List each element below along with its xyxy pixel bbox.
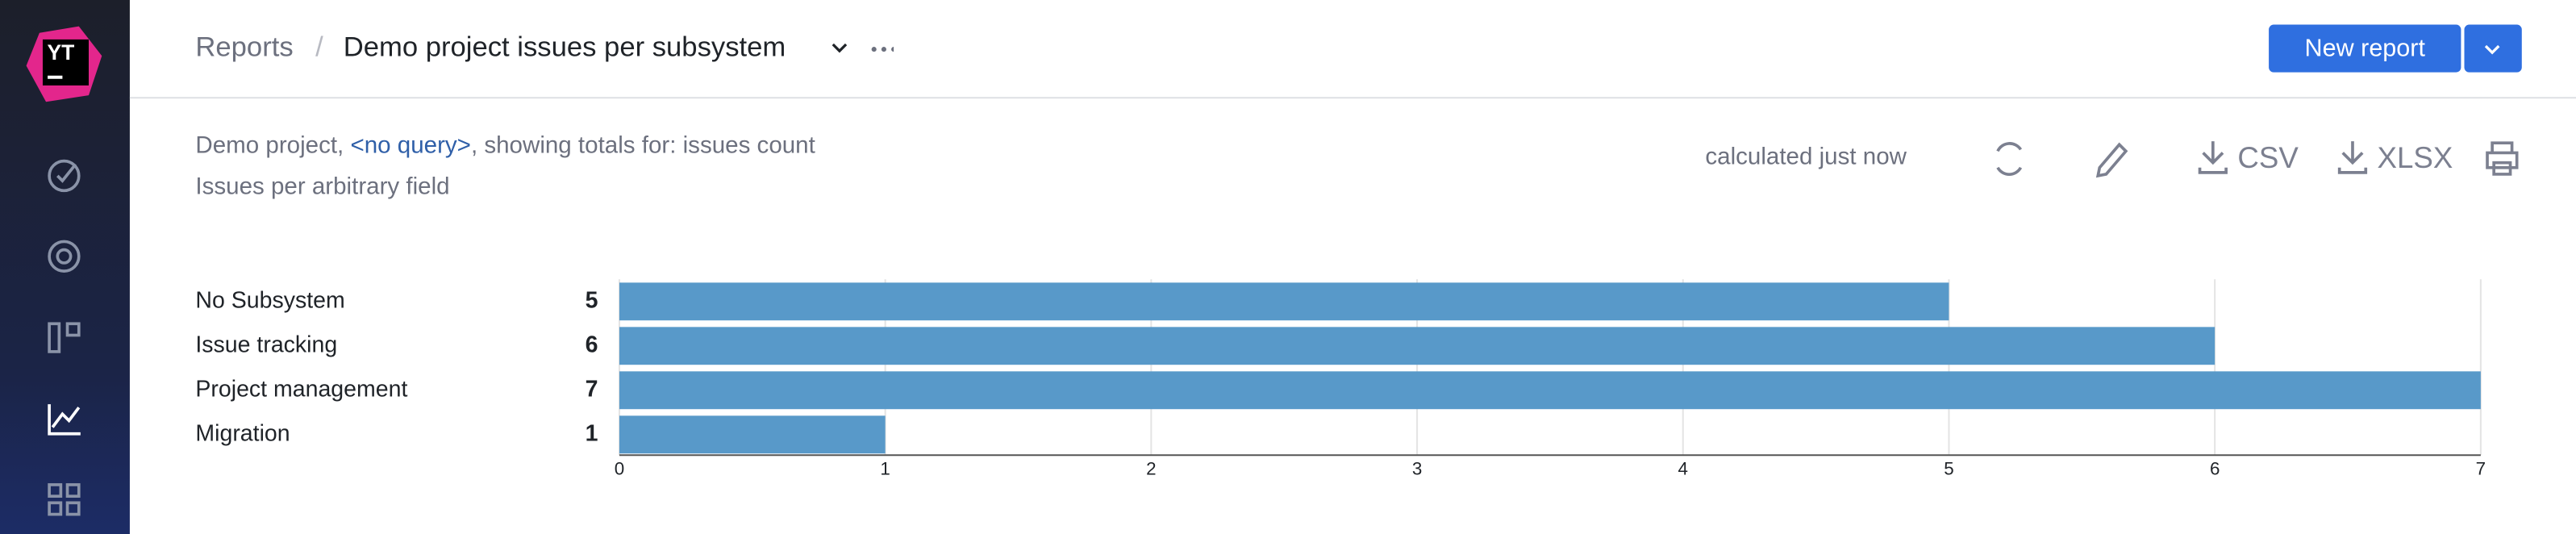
sidebar-icons: YT <box>26 26 102 516</box>
value-label: 1 <box>586 420 598 446</box>
nav-apps-d <box>65 501 81 516</box>
sidebar: YT <box>0 0 130 534</box>
nav-reports-line <box>51 407 81 428</box>
bar <box>619 282 1949 321</box>
value-label: 5 <box>586 287 598 313</box>
nav-icons <box>48 159 81 516</box>
x-tick-label: 1 <box>880 459 890 479</box>
xlsx-button[interactable]: XLSX <box>2377 141 2453 174</box>
bar <box>619 371 2481 410</box>
breadcrumb-current[interactable]: Demo project issues per subsystem <box>343 31 786 63</box>
bar <box>619 327 2215 365</box>
report-subtitle: Issues per arbitrary field <box>195 173 450 201</box>
nav-issues-check <box>56 163 77 183</box>
new-report-menu[interactable] <box>2464 24 2522 73</box>
category-label: Project management <box>195 376 407 402</box>
nav-issues[interactable] <box>48 159 81 193</box>
csv-button[interactable]: CSV <box>2237 141 2299 174</box>
xlsx-download-icon[interactable] <box>2337 141 2368 174</box>
x-tick-label: 5 <box>1944 459 1953 479</box>
print-icon[interactable] <box>2486 141 2519 176</box>
csv-download-icon[interactable] <box>2198 141 2228 174</box>
nav-apps-b <box>65 483 81 499</box>
more-dot[interactable] <box>871 47 877 52</box>
x-tick-label: 2 <box>1146 459 1156 479</box>
nav-boards[interactable] <box>48 322 61 353</box>
nav-boards-b <box>65 322 81 337</box>
title-controls <box>832 43 894 53</box>
breadcrumb-parent[interactable]: Reports <box>195 31 294 63</box>
breadcrumb-separator: / <box>315 31 323 63</box>
totals-text: , showing totals for: issues count <box>470 132 815 160</box>
logo-text: YT <box>47 40 74 65</box>
x-tick-label: 3 <box>1412 459 1422 479</box>
nav-apps-c <box>48 501 63 516</box>
nav-reports-axis[interactable] <box>48 404 81 436</box>
toolbar-icons <box>1996 141 2519 178</box>
new-report-button[interactable]: New report <box>2269 24 2461 73</box>
bar <box>619 415 886 454</box>
x-tick-label: 7 <box>2476 459 2486 479</box>
chevron <box>2484 44 2500 55</box>
category-label: Migration <box>195 420 290 446</box>
query-link[interactable]: <no query> <box>350 132 471 160</box>
query-line: Demo project, <no query>, showing totals… <box>195 133 815 160</box>
edit-icon[interactable] <box>2095 142 2128 178</box>
nav-dashboards-inner <box>56 248 73 265</box>
more-dot <box>881 47 886 52</box>
nav-dashboards[interactable] <box>48 240 81 273</box>
refresh-icon[interactable] <box>1996 142 2023 176</box>
menu-chevron <box>2484 44 2500 55</box>
x-tick-label: 6 <box>2210 459 2220 479</box>
title-chevron[interactable] <box>832 43 848 53</box>
x-tick-label: 0 <box>615 459 624 479</box>
value-label: 7 <box>586 376 598 402</box>
project-name: Demo project, <box>195 132 344 160</box>
status: calculated just now <box>1705 144 1907 171</box>
value-label: 6 <box>586 332 598 357</box>
category-label: Issue tracking <box>195 332 337 357</box>
category-label: No Subsystem <box>195 287 344 313</box>
nav-apps[interactable] <box>48 483 63 499</box>
x-tick-label: 4 <box>1678 459 1688 479</box>
more-dot <box>891 47 894 52</box>
header: Reports / Demo project issues per subsys… <box>129 0 2576 99</box>
